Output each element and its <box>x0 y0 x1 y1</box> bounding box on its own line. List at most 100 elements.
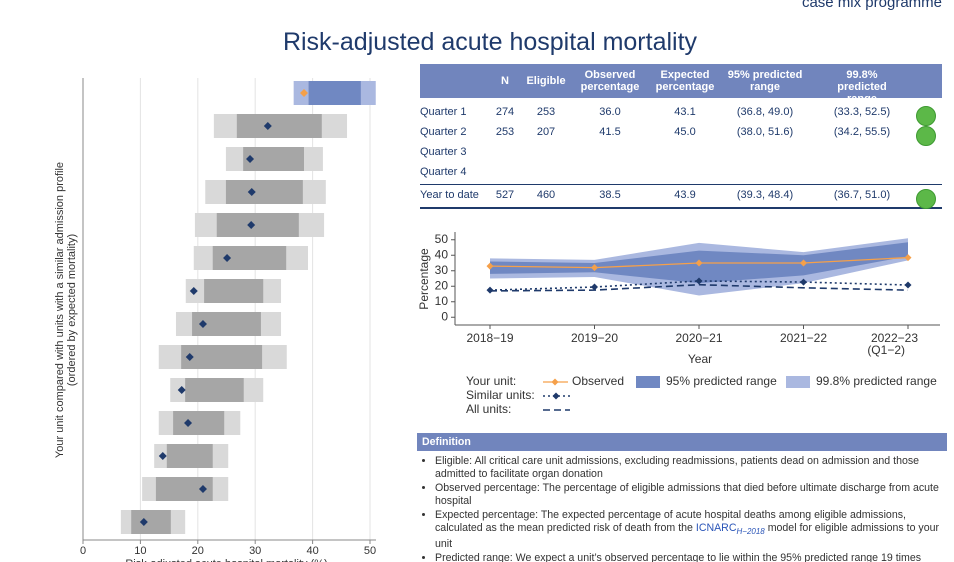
header-cell: Eligible <box>526 75 566 87</box>
y-axis-label: Your unit compared with units with a sim… <box>54 162 66 458</box>
series-marker <box>800 278 807 286</box>
legend-swatch <box>552 392 560 400</box>
observed-marker <box>247 221 256 229</box>
status-icon <box>916 106 936 126</box>
range-95 <box>181 345 263 369</box>
header-cell: 95% predicted range <box>727 69 803 93</box>
text: ICNARC <box>695 522 737 534</box>
legend-swatch <box>786 376 810 388</box>
x-tick-label: 2019−20 <box>571 331 618 345</box>
observed-marker <box>223 254 232 262</box>
observed-marker <box>198 485 207 493</box>
range-95 <box>236 114 322 138</box>
range-95 <box>308 81 361 105</box>
series-marker <box>591 264 598 272</box>
cell: 207 <box>536 126 556 138</box>
definition-item: Eligible: All critical care unit admissi… <box>435 455 947 481</box>
cell: (33.3, 52.5) <box>833 106 891 118</box>
x-tick-label: 50 <box>364 545 376 557</box>
y-tick-label: 10 <box>435 294 449 308</box>
definition-list: Eligible: All critical care unit admissi… <box>417 455 947 562</box>
definition-item: Predicted range: We expect a unit’s obse… <box>435 552 947 562</box>
legend-label: Similar units: <box>466 388 535 402</box>
x-tick-label: 30 <box>249 545 261 557</box>
observed-marker <box>184 419 193 427</box>
cell: 38.5 <box>599 189 621 201</box>
text: Expected percentage: The expected percen… <box>435 509 906 534</box>
series-marker <box>695 259 703 267</box>
observed-marker <box>185 353 194 361</box>
table-row: Quarter 1 274 253 36.0 43.1 (36.8, 49.0)… <box>420 102 942 126</box>
legend-label: Observed <box>572 374 624 388</box>
legend-swatch <box>636 376 660 388</box>
table-rule <box>420 207 942 209</box>
range-95 <box>131 510 171 534</box>
definition-item: Expected percentage: The expected percen… <box>435 509 947 551</box>
cell: Quarter 3 <box>420 146 467 158</box>
y-axis-label: Percentage <box>417 248 431 310</box>
table-row: Year to date 527 460 38.5 43.9 (39.3, 48… <box>420 184 942 209</box>
x-tick-label: 2021−22 <box>780 331 827 345</box>
range-95 <box>225 180 303 204</box>
status-icon <box>916 126 936 146</box>
cell: 253 <box>536 106 556 118</box>
legend-label: All units: <box>466 402 511 416</box>
definition-item: Observed percentage: The percentage of e… <box>435 482 947 508</box>
x-tick-label: 40 <box>306 545 318 557</box>
cell: 253 <box>495 126 515 138</box>
observed-marker <box>158 452 167 460</box>
definition-title: Definition <box>417 433 947 451</box>
x-tick-label: 0 <box>80 545 86 557</box>
x-tick-label: 2020−21 <box>675 331 722 345</box>
legend-label: 99.8% predicted range <box>816 374 937 388</box>
y-tick-label: 0 <box>441 309 448 323</box>
observed-marker <box>299 89 308 97</box>
observed-marker <box>177 386 186 394</box>
x-axis-label: Year <box>688 352 712 366</box>
cell: Year to date <box>420 189 479 201</box>
text: model for eligible admissions to your un… <box>435 522 940 551</box>
cell: (39.3, 48.4) <box>736 189 794 201</box>
summary-table: N Eligible Observed percentage Expected … <box>420 64 942 209</box>
range-95 <box>166 444 213 468</box>
table-row: Quarter 2 253 207 41.5 45.0 (38.0, 51.6)… <box>420 122 942 146</box>
observed-marker <box>246 155 255 163</box>
series-marker <box>904 254 912 262</box>
table-row: Quarter 3 <box>420 142 942 162</box>
series-marker <box>695 277 703 285</box>
cell: (34.2, 55.5) <box>833 126 891 138</box>
y-tick-label: 30 <box>435 263 449 277</box>
observed-marker <box>139 518 148 526</box>
header-cell: Expected percentage <box>655 69 715 93</box>
observed-marker <box>189 287 198 295</box>
range-95 <box>204 279 264 303</box>
cell: 460 <box>536 189 556 201</box>
cell: Quarter 2 <box>420 126 467 138</box>
model-link[interactable]: ICNARCH−2018 <box>695 522 765 537</box>
x-axis-label: Risk-adjusted acute hospital mortality (… <box>125 558 327 562</box>
observed-marker <box>247 188 256 196</box>
cell: 43.9 <box>674 189 696 201</box>
cell: 45.0 <box>674 126 696 138</box>
observed-marker <box>198 320 207 328</box>
cell: 36.0 <box>599 106 621 118</box>
series-marker <box>904 281 912 289</box>
x-tick-label: 10 <box>134 545 146 557</box>
observed-marker <box>263 122 272 130</box>
programme-name: case mix programme <box>801 0 942 11</box>
cell: 527 <box>495 189 515 201</box>
table-row: Quarter 4 <box>420 162 942 182</box>
definition-box: Definition Eligible: All critical care u… <box>417 433 947 562</box>
subscript: H−2018 <box>736 527 765 537</box>
series-marker <box>800 259 807 267</box>
x-tick-label: 2018−19 <box>466 331 513 345</box>
x-tick-label: 2022−23 (Q1−2) <box>867 331 918 357</box>
table-header: N Eligible Observed percentage Expected … <box>420 64 942 105</box>
y-tick-label: 50 <box>435 232 449 246</box>
page-title: Risk-adjusted acute hospital mortality <box>282 28 698 56</box>
legend-label: 95% predicted range <box>666 374 777 388</box>
y-tick-label: 20 <box>435 278 449 292</box>
cell: Quarter 4 <box>420 166 467 178</box>
